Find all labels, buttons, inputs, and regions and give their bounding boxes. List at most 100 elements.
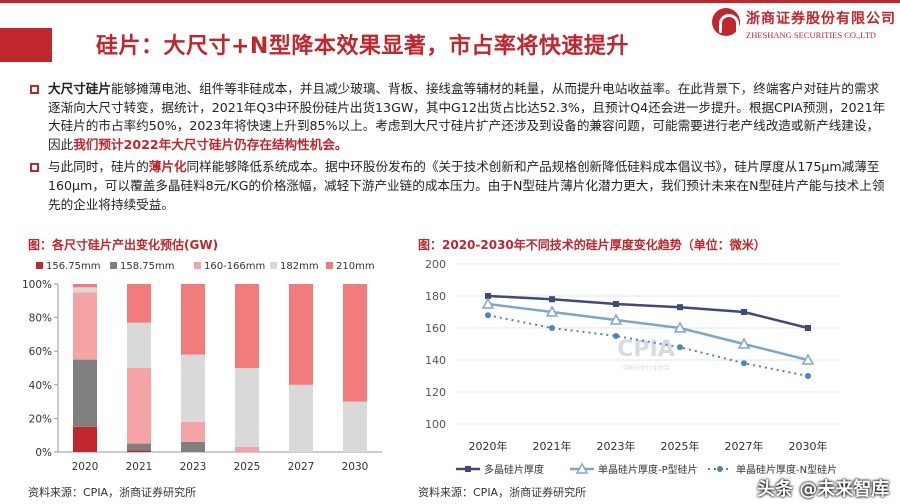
legend-label: 多晶硅片厚度 xyxy=(484,463,544,476)
y-tick-label: 180 xyxy=(425,290,446,303)
bullet-2-head: 薄片化 xyxy=(148,159,187,175)
data-point xyxy=(545,305,559,317)
legend-label: 210mm xyxy=(336,261,375,272)
bar-segment xyxy=(127,284,151,323)
bar-segment xyxy=(127,322,151,368)
slide-title: 硅片：大尺寸+N型降本效果显著，市占率将快速提升 xyxy=(96,34,629,59)
data-point xyxy=(737,337,751,349)
bar-segment xyxy=(181,441,205,452)
series-line xyxy=(487,314,809,377)
cpia-watermark-sub: 中国光伏行业协会 xyxy=(622,364,670,372)
data-point xyxy=(801,353,815,365)
legend-label: 160-166mm xyxy=(204,261,265,272)
bar-segment xyxy=(73,359,97,427)
data-point xyxy=(805,373,811,379)
left-chart-title: 图：各尺寸硅片产出变化预估(GW) xyxy=(28,238,219,252)
x-tick-label: 2030 xyxy=(342,461,369,473)
data-point xyxy=(481,297,495,309)
cpia-watermark: CPIA xyxy=(617,337,674,362)
stacked-bar-chart: 156.75mm 158.75mm 160-166mm 182mm 210mm 0% 20%… xyxy=(22,261,382,473)
bullet-large-wafer: 大尺寸硅片能够摊薄电池、组件等非硅成本，并且减少玻璃、背板、接线盒等辅材的耗量，… xyxy=(28,80,888,154)
bar-segment xyxy=(343,401,367,452)
bar-segment xyxy=(127,443,151,451)
x-tick-label: 2027年 xyxy=(725,439,764,453)
bar-segment xyxy=(235,368,259,447)
right-chart-source: 资料来源：CPIA，浙商证券研究所 xyxy=(418,486,587,499)
y-tick-label: 100 xyxy=(425,418,446,431)
bar-segment xyxy=(127,450,151,452)
data-point xyxy=(677,344,683,351)
legend-marker xyxy=(575,462,589,474)
x-tick-label: 2021 xyxy=(126,461,153,473)
y-tick-label: 80% xyxy=(29,313,52,325)
series-line xyxy=(487,294,809,330)
bullet-square-icon xyxy=(30,163,39,173)
legend-label: 单晶硅片厚度-P型硅片 xyxy=(598,463,698,476)
data-point xyxy=(485,312,491,319)
right-chart-title: 图：2020-2030年不同技术的硅片厚度变化趋势（单位：微米） xyxy=(418,238,766,252)
legend-swatch xyxy=(36,262,43,269)
bar-segment xyxy=(235,446,259,452)
x-tick-label: 2023 xyxy=(180,461,207,473)
bullet-2-pre: 与此同时，硅片的 xyxy=(48,159,149,175)
bar-segment xyxy=(289,284,313,385)
top-accent-bar xyxy=(0,0,900,3)
bar-segment xyxy=(127,368,151,444)
x-tick-label: 2027 xyxy=(288,461,315,473)
thickness-line-chart: 100 120 140 160 180 200 CPIA 中国光伏行业协会 2020年 2021年… xyxy=(425,258,840,476)
legend-label: 156.75mm xyxy=(46,261,100,272)
x-tick-label: 2023年 xyxy=(597,439,636,453)
company-logo: 浙商证券股份有限公司 ZHESHANG SECURITIES CO.,LTD xyxy=(712,8,896,40)
bullet-1-head: 大尺寸硅片 xyxy=(48,81,111,96)
legend-swatch xyxy=(110,262,117,269)
legend-label: 182mm xyxy=(280,261,319,272)
legend-marker xyxy=(717,466,723,472)
data-point xyxy=(609,313,623,325)
bar-segment xyxy=(181,421,205,442)
y-tick-label: 20% xyxy=(29,413,52,425)
bar-segment xyxy=(235,284,259,368)
logo-emblem-icon xyxy=(712,8,740,36)
legend-marker xyxy=(465,466,471,472)
y-tick-label: 100% xyxy=(22,279,52,291)
data-point xyxy=(613,333,619,339)
x-tick-label: 2030年 xyxy=(789,439,828,453)
data-point xyxy=(741,360,747,367)
logo-name-en: ZHESHANG SECURITIES CO.,LTD xyxy=(746,30,877,40)
data-point xyxy=(549,325,555,331)
bar-segment xyxy=(73,426,97,452)
legend-label: 单晶硅片厚度-N型硅片 xyxy=(736,463,837,476)
x-tick-label: 2025年 xyxy=(661,439,700,453)
bullet-2-text: 同样能够降低系统成本。据中环股份发布的《关于技术创新和产品规格创新降低硅料成本倡… xyxy=(48,159,885,212)
left-chart-source: 资料来源：CPIA，浙商证券研究所 xyxy=(28,486,197,499)
legend-swatch xyxy=(326,262,333,269)
bar-segment xyxy=(343,284,367,402)
bar-segment xyxy=(181,354,205,422)
y-tick-label: 200 xyxy=(425,258,446,271)
data-point xyxy=(677,304,683,311)
data-point xyxy=(805,325,811,331)
series-line xyxy=(487,302,809,362)
y-tick-label: 40% xyxy=(29,380,52,392)
data-point xyxy=(549,296,555,303)
logo-name-cn: 浙商证券股份有限公司 xyxy=(746,11,896,27)
bullet-list: 大尺寸硅片能够摊薄电池、组件等非硅成本，并且减少玻璃、背板、接线盒等辅材的耗量，… xyxy=(28,80,888,218)
y-tick-label: 140 xyxy=(425,354,446,367)
bullet-thin-wafer: 与此同时，硅片的薄片化同样能够降低系统成本。据中环股份发布的《关于技术创新和产品… xyxy=(28,158,888,214)
title-accent-block xyxy=(0,28,52,62)
legend-label: 158.75mm xyxy=(120,261,174,272)
y-tick-label: 0% xyxy=(35,447,52,459)
bar-segment xyxy=(73,284,97,288)
legend-swatch xyxy=(270,262,277,269)
x-tick-label: 2020 xyxy=(72,461,99,473)
data-point xyxy=(673,321,687,333)
x-tick-label: 2025 xyxy=(234,461,261,473)
bar-segment xyxy=(181,284,205,355)
bar-segment xyxy=(73,292,97,360)
y-tick-label: 160 xyxy=(425,322,446,335)
x-tick-label: 2020年 xyxy=(469,439,508,453)
toutiao-watermark: 头条 @未来智库 xyxy=(757,479,890,500)
bar-segment xyxy=(289,384,313,452)
y-tick-label: 60% xyxy=(29,346,52,358)
bullet-1-conclusion: 我们预计2022年大尺寸硅片仍存在结构性机会。 xyxy=(73,136,348,152)
